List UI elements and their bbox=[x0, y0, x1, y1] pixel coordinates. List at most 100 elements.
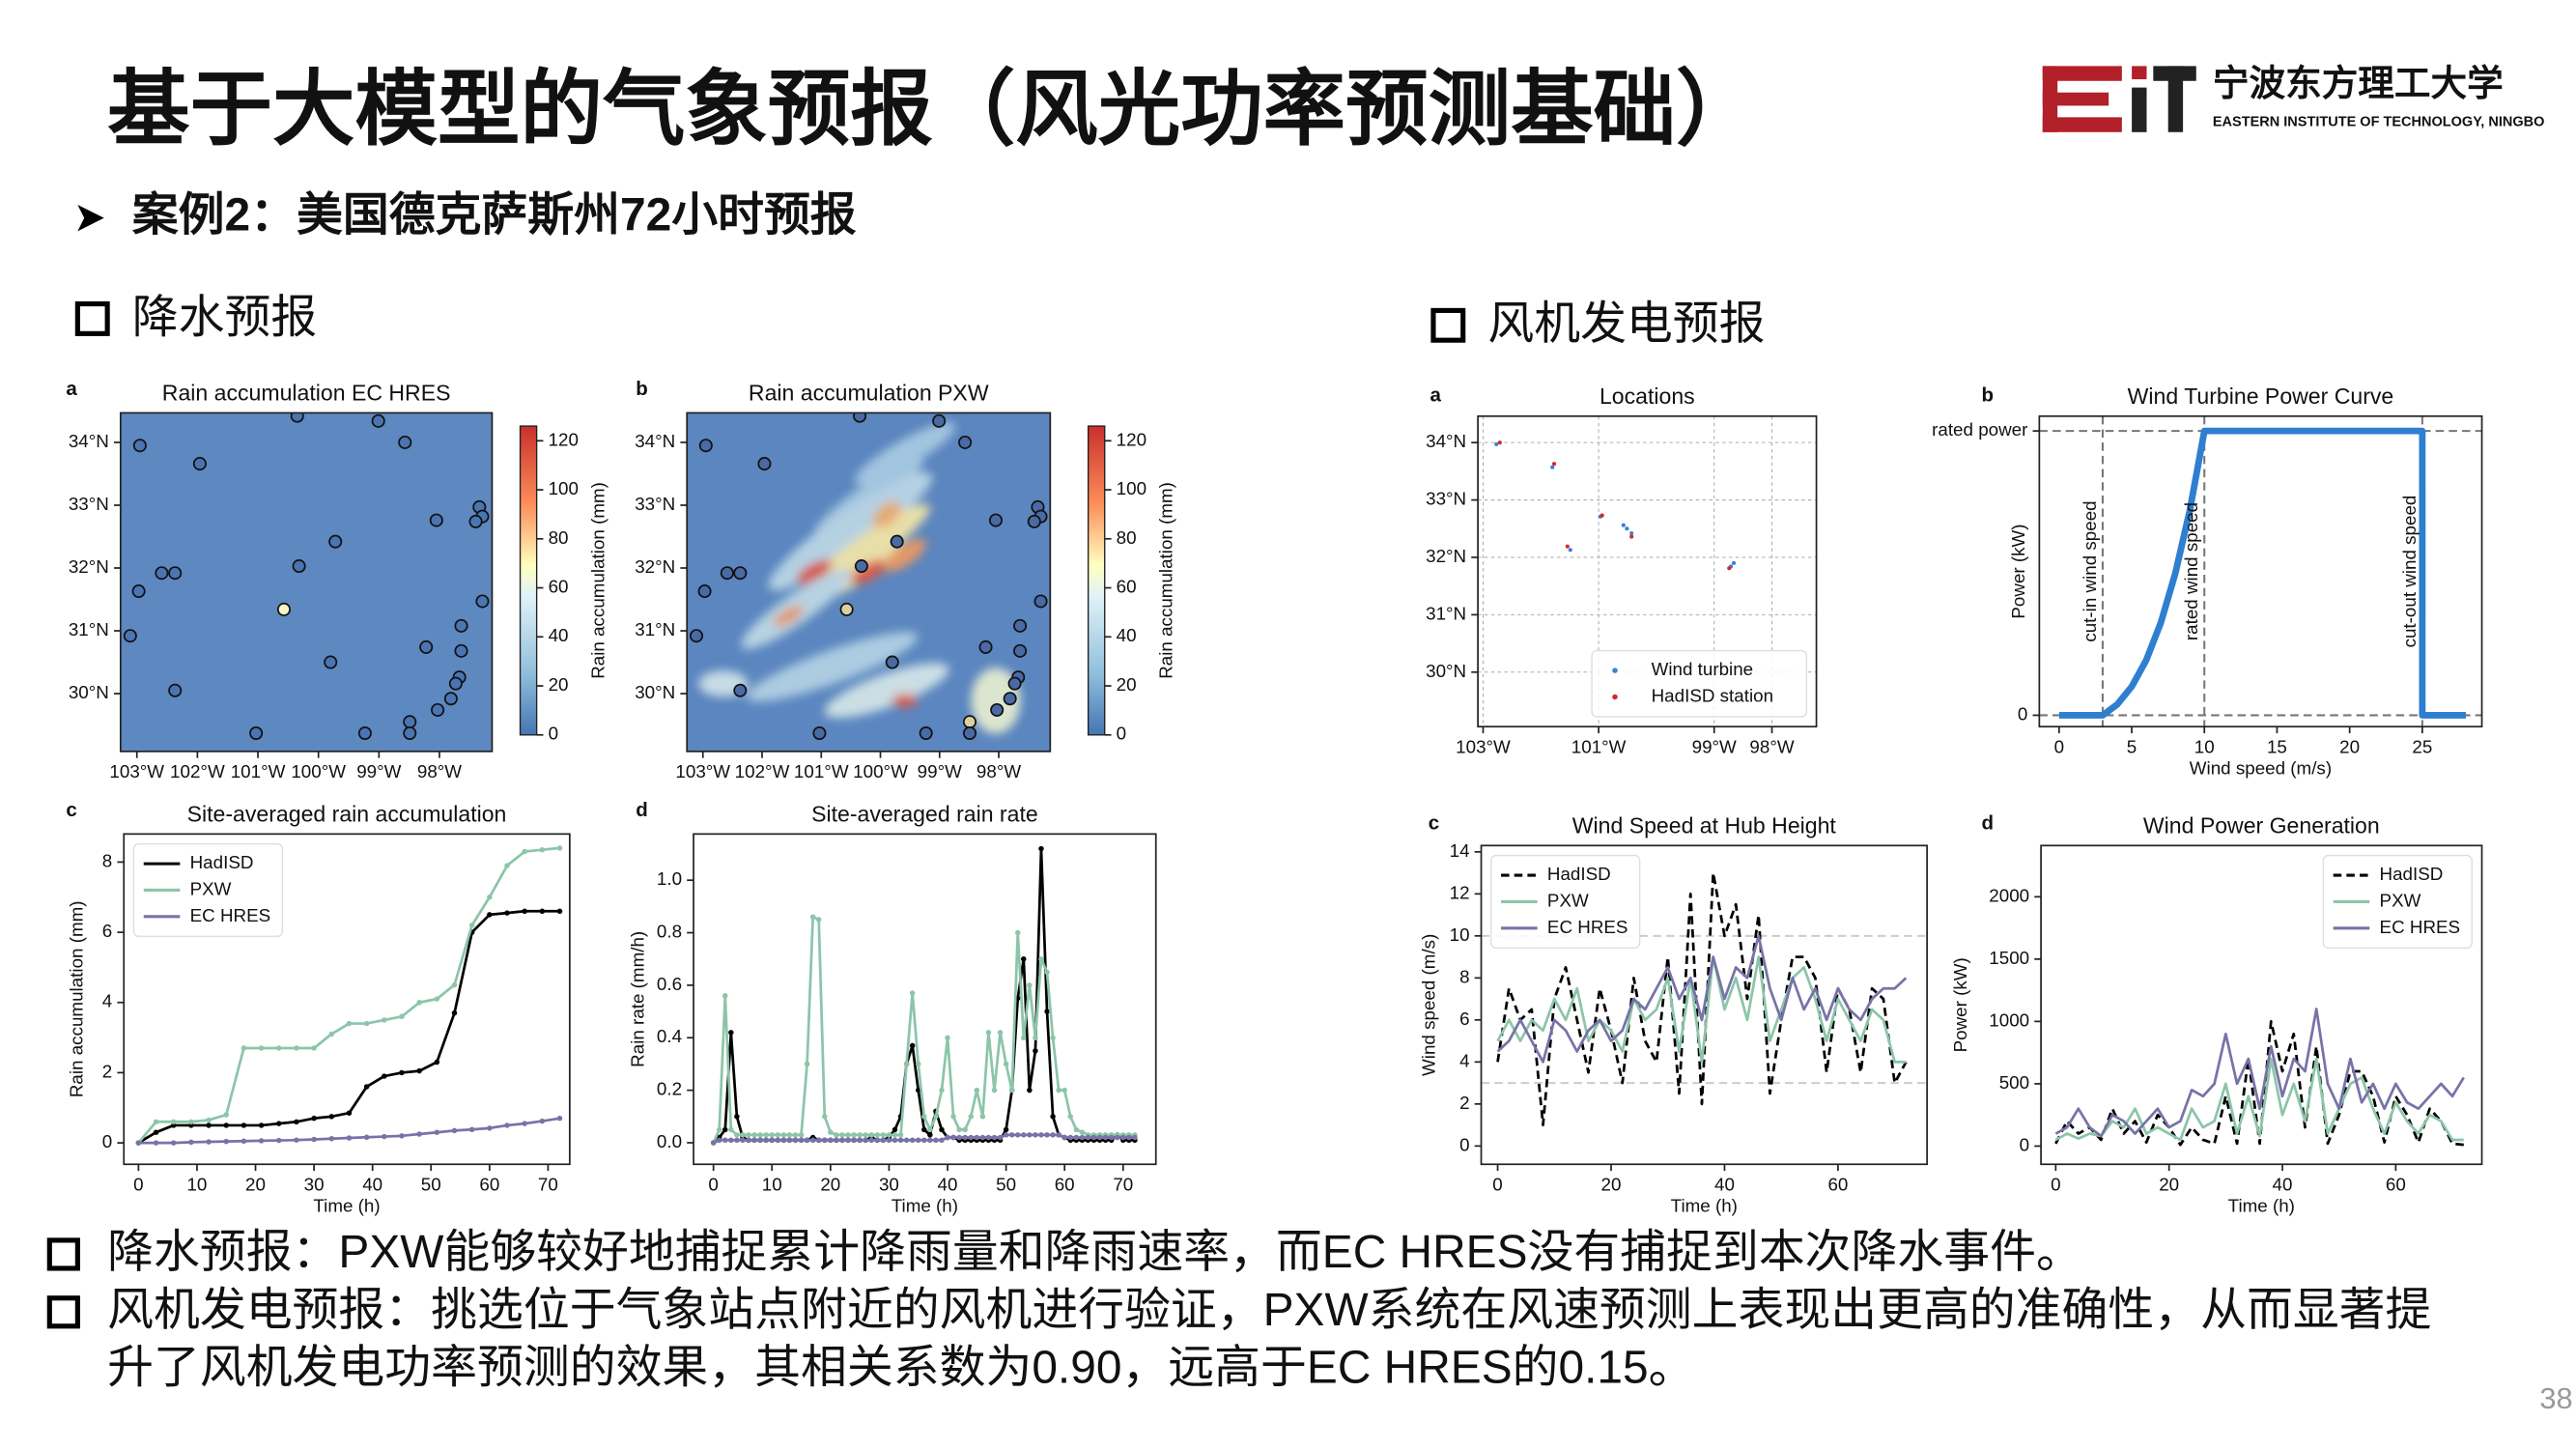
panel-letter: d bbox=[1982, 812, 1995, 835]
series-marker bbox=[276, 1137, 282, 1144]
rain-blob bbox=[774, 606, 804, 627]
logo-en: EASTERN INSTITUTE OF TECHNOLOGY, NINGBO bbox=[2213, 114, 2545, 129]
series-marker bbox=[1067, 1134, 1074, 1141]
series-marker bbox=[487, 895, 493, 900]
series-marker bbox=[170, 1119, 177, 1125]
series-marker bbox=[769, 1137, 775, 1143]
series-marker bbox=[1073, 1134, 1080, 1141]
x-tick-label: 20 bbox=[245, 1174, 266, 1194]
x-tick-label: 103°W bbox=[109, 761, 164, 781]
plot-area bbox=[135, 845, 563, 1146]
legend-swatch bbox=[1612, 694, 1618, 700]
series-marker bbox=[822, 1114, 828, 1120]
bullet-box bbox=[46, 1237, 80, 1271]
panel-letter: c bbox=[66, 799, 76, 821]
station bbox=[131, 584, 146, 599]
y-tick-label: 0 bbox=[2020, 1134, 2029, 1154]
series-marker bbox=[1021, 1035, 1027, 1040]
arrow-bullet bbox=[77, 204, 104, 232]
y-tick-label: 34°N bbox=[635, 431, 675, 451]
station bbox=[1003, 692, 1017, 706]
plot-area bbox=[2054, 1008, 2465, 1147]
y-tick-label: 0.2 bbox=[657, 1079, 682, 1099]
axes-frame bbox=[693, 833, 1157, 1166]
location-point bbox=[1568, 548, 1572, 553]
colorbar-tick-label: 0 bbox=[1117, 724, 1126, 744]
series-marker bbox=[874, 1137, 881, 1143]
series-marker bbox=[504, 910, 510, 916]
series-marker bbox=[416, 1067, 422, 1074]
series-marker bbox=[815, 917, 822, 923]
legend-label: EC HRES bbox=[1547, 917, 1628, 937]
series-marker bbox=[868, 1132, 874, 1138]
axes-frame bbox=[1477, 414, 1818, 728]
series-marker bbox=[974, 1134, 980, 1141]
section-box bbox=[1430, 307, 1466, 343]
chart: b Wind Turbine Power Curve cut-in wind spe… bbox=[1932, 384, 2483, 779]
series-marker bbox=[382, 1073, 387, 1079]
y-axis-label: Power (kW) bbox=[2008, 524, 2028, 618]
station bbox=[371, 413, 385, 428]
series-marker bbox=[522, 848, 527, 855]
series-marker bbox=[985, 1030, 992, 1036]
colorbar bbox=[519, 425, 538, 736]
colorbar-label: Rain accumulation (mm) bbox=[1156, 482, 1176, 679]
y-axis-label: Rain rate (mm/h) bbox=[628, 931, 648, 1067]
location-point bbox=[1727, 566, 1732, 571]
bullet-text: 升了风机发电功率预测的效果，其相关系数为0.90，远高于EC HRES的0.15… bbox=[107, 1343, 1694, 1394]
x-tick-label: 50 bbox=[421, 1174, 441, 1194]
series-marker bbox=[1008, 1132, 1015, 1138]
axes-frame bbox=[686, 412, 1052, 753]
series-marker bbox=[399, 1069, 405, 1076]
rain-blob bbox=[884, 538, 926, 572]
x-tick-label: 99°W bbox=[356, 761, 401, 781]
series-marker bbox=[170, 1140, 177, 1146]
series-marker bbox=[863, 1132, 868, 1138]
series-marker bbox=[780, 1132, 787, 1138]
x-tick-label: 40 bbox=[2273, 1174, 2293, 1194]
series-marker bbox=[792, 1137, 799, 1143]
station bbox=[419, 639, 434, 654]
x-tick-label: 20 bbox=[2339, 736, 2360, 756]
series-marker bbox=[927, 1132, 933, 1138]
x-tick-label: 30 bbox=[304, 1174, 325, 1194]
series-marker bbox=[945, 1035, 950, 1040]
series-marker bbox=[997, 1134, 1004, 1141]
chart: a Locations 103°W 101°W 99°W 98°W 30°N 31°N 32°N… bbox=[1426, 384, 1818, 756]
series-marker bbox=[1067, 1114, 1074, 1120]
series-marker bbox=[985, 1134, 992, 1141]
series-marker bbox=[839, 1137, 845, 1143]
series-marker bbox=[804, 1137, 810, 1143]
rain-field bbox=[698, 422, 1021, 734]
x-tick-label: 99°W bbox=[918, 761, 962, 781]
series-line bbox=[1496, 934, 1908, 1064]
station bbox=[890, 534, 904, 549]
station bbox=[443, 692, 458, 706]
series-marker bbox=[880, 1137, 887, 1143]
colorbar-tick-label: 40 bbox=[1117, 625, 1137, 645]
legend-label: HadISD station bbox=[1652, 685, 1773, 705]
location-point bbox=[1551, 462, 1557, 467]
station bbox=[854, 559, 868, 574]
series-line bbox=[2054, 1008, 2465, 1138]
panel-letter: d bbox=[636, 799, 648, 821]
series-marker bbox=[416, 1131, 422, 1137]
x-tick-label: 100°W bbox=[853, 761, 908, 781]
series-marker bbox=[1044, 969, 1050, 976]
series-marker bbox=[921, 1114, 927, 1120]
series-marker bbox=[897, 1137, 904, 1143]
x-tick-label: 100°W bbox=[291, 761, 346, 781]
y-tick-label: 1500 bbox=[1989, 948, 2029, 968]
series-marker bbox=[915, 1087, 921, 1094]
series-marker bbox=[1056, 1132, 1062, 1138]
series-marker bbox=[1126, 1134, 1132, 1141]
series-marker bbox=[468, 923, 475, 928]
station bbox=[839, 602, 854, 616]
series-marker bbox=[968, 1114, 974, 1120]
x-tick-label: 60 bbox=[1827, 1174, 1848, 1194]
series-marker bbox=[1033, 1048, 1038, 1054]
y-axis-label: Power (kW) bbox=[1950, 957, 1970, 1052]
series-marker bbox=[539, 908, 546, 915]
station bbox=[192, 457, 207, 471]
